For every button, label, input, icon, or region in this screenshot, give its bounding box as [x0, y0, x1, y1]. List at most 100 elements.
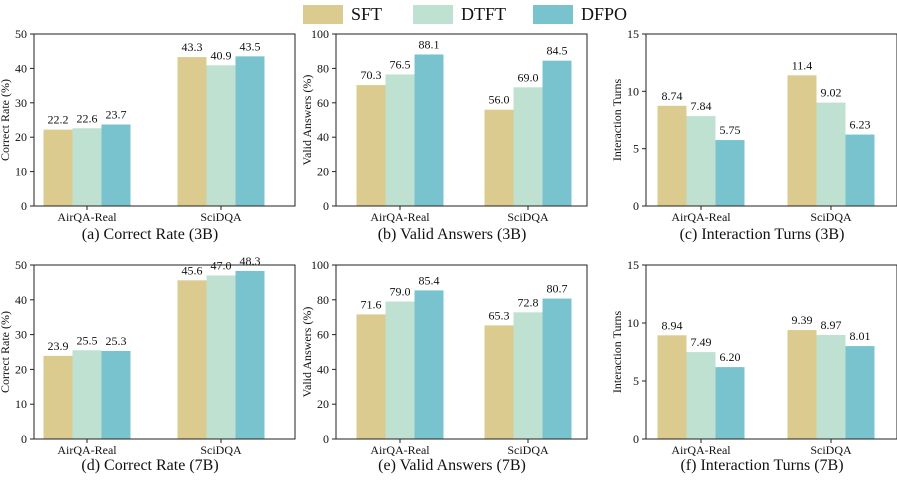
chart-f-value-label-dtft-1: 8.97 [821, 318, 842, 332]
chart-a-bar-dfpo-1 [235, 56, 265, 206]
chart-b-bar-dfpo-1 [542, 60, 572, 206]
chart-d-bar-dtft-0 [72, 350, 102, 439]
chart-a-ytick-label-2: 20 [15, 130, 27, 144]
chart-c-axes-frame [645, 33, 897, 207]
chart-d-xtick-label-0: AirQA-Real [57, 443, 117, 457]
chart-b-value-label-sft-1: 56.0 [489, 93, 510, 107]
chart-f-value-label-dfpo-0: 6.20 [720, 350, 741, 364]
chart-f-xtick-label-0: AirQA-Real [671, 443, 731, 457]
chart-d-value-label-dtft-0: 25.5 [77, 333, 98, 347]
legend-swatch-dfpo [533, 5, 573, 24]
chart-a-ytick-label-5: 50 [15, 27, 27, 41]
chart-a-value-label-dfpo-1: 43.5 [240, 39, 261, 53]
legend-label-dfpo: DFPO [581, 4, 628, 24]
chart-f-xtick-label-1: SciDQA [810, 443, 852, 457]
chart-a-bar-sft-1 [177, 57, 207, 206]
chart-e-xtick-label-1: SciDQA [507, 443, 549, 457]
chart-f-value-label-sft-0: 8.94 [662, 318, 683, 332]
chart-c-value-label-dfpo-0: 5.75 [720, 123, 741, 137]
chart-b-value-label-dfpo-1: 84.5 [547, 44, 568, 58]
chart-e-ytick-label-0: 0 [323, 432, 329, 446]
chart-b-ylabel: Valid Answers (%) [300, 75, 314, 166]
chart-d-bar-sft-0 [43, 355, 73, 439]
chart-d-value-label-sft-0: 23.9 [48, 339, 69, 353]
chart-c-bar-sft-0 [657, 105, 687, 206]
chart-a-xtick-label-1: SciDQA [200, 210, 242, 224]
chart-b-bar-sft-0 [356, 85, 386, 206]
chart-c-ylabel: Interaction Turns [610, 79, 624, 162]
chart-d-title: (d) Correct Rate (7B) [81, 457, 218, 474]
chart-e-value-label-dtft-0: 79.0 [390, 285, 411, 299]
chart-b-value-label-dfpo-0: 88.1 [419, 37, 440, 51]
chart-e-ytick-label-2: 40 [317, 362, 329, 376]
chart-c-ytick-label-1: 5 [633, 142, 639, 156]
chart-e-xtick-label-0: AirQA-Real [370, 443, 430, 457]
chart-b-xtick-label-1: SciDQA [507, 210, 549, 224]
chart-d-bar-dfpo-1 [235, 270, 265, 439]
chart-c-bar-dfpo-0 [715, 140, 745, 206]
chart-c-bar-dtft-0 [686, 116, 716, 206]
chart-b-axes-frame [335, 33, 588, 207]
chart-e-bar-dfpo-0 [414, 290, 444, 439]
chart-c-ytick-label-0: 0 [633, 199, 639, 213]
chart-b-ytick-label-2: 40 [317, 130, 329, 144]
chart-c-value-label-dfpo-1: 6.23 [850, 118, 871, 132]
chart-b-value-label-sft-0: 70.3 [361, 68, 382, 82]
chart-c-xtick-label-0: AirQA-Real [671, 210, 731, 224]
chart-b-value-label-dtft-1: 69.0 [518, 70, 539, 84]
legend-label-dtft: DTFT [461, 4, 506, 24]
legend: SFT DTFT DFPO [0, 0, 897, 34]
legend-item-sft: SFT [303, 4, 382, 25]
chart-d-axes-frame [33, 264, 296, 440]
chart-e-value-label-sft-0: 71.6 [361, 297, 382, 311]
chart-e-ytick-label-4: 80 [317, 293, 329, 307]
chart-a-value-label-dtft-0: 22.6 [77, 111, 98, 125]
chart-b-bar-dfpo-0 [414, 54, 444, 206]
chart-d-ylabel: Correct Rate (%) [0, 311, 12, 393]
chart-f-bar-sft-0 [657, 335, 687, 439]
chart-c-title: (c) Interaction Turns (3B) [680, 226, 845, 243]
chart-e-title: (e) Valid Answers (7B) [378, 457, 526, 474]
chart-b-bar-dtft-0 [385, 74, 415, 206]
chart-d-value-label-dfpo-0: 25.3 [106, 334, 127, 348]
chart-e-bar-dtft-1 [513, 312, 543, 439]
chart-a-value-label-dfpo-0: 23.7 [106, 107, 127, 121]
chart-e-ytick-label-1: 20 [317, 397, 329, 411]
chart-d-bar-dtft-1 [206, 275, 236, 439]
chart-e-ytick-label-5: 100 [311, 258, 329, 272]
chart-d-ytick-label-2: 20 [15, 362, 27, 376]
chart-c-value-label-dtft-0: 7.84 [691, 99, 712, 113]
legend-item-dfpo: DFPO [533, 4, 627, 25]
legend-label-sft: SFT [351, 4, 383, 24]
chart-d-ytick-label-0: 0 [21, 432, 27, 446]
chart-d-bar-sft-1 [177, 280, 207, 439]
chart-a-value-label-dtft-1: 40.9 [211, 48, 232, 62]
chart-a-value-label-sft-0: 22.2 [48, 113, 69, 127]
chart-b-bar-sft-1 [484, 109, 514, 206]
chart-e-bar-sft-1 [484, 325, 514, 439]
chart-b-ytick-label-5: 100 [311, 27, 329, 41]
chart-b-ytick-label-3: 60 [317, 96, 329, 110]
chart-a-value-label-sft-1: 43.3 [182, 40, 203, 54]
chart-e-bar-dfpo-1 [542, 298, 572, 439]
chart-f-ytick-label-0: 0 [633, 432, 639, 446]
chart-a-ylabel: Correct Rate (%) [0, 79, 12, 161]
chart-f-axes-frame [645, 264, 897, 440]
chart-e-axes-frame [335, 264, 588, 440]
chart-b-ytick-label-1: 20 [317, 165, 329, 179]
chart-b-ytick-label-4: 80 [317, 61, 329, 75]
chart-f-value-label-sft-1: 9.39 [792, 313, 813, 327]
chart-d-ytick-label-1: 10 [15, 397, 27, 411]
chart-a-ytick-label-1: 10 [15, 165, 27, 179]
chart-f-bar-sft-1 [787, 330, 817, 439]
chart-f-ytick-label-1: 5 [633, 374, 639, 388]
chart-e-bar-dtft-0 [385, 301, 415, 439]
chart-c-bar-dfpo-1 [845, 134, 875, 206]
chart-c-bar-sft-1 [787, 75, 817, 206]
legend-swatch-sft [303, 5, 343, 24]
chart-e-bar-sft-0 [356, 314, 386, 439]
chart-d-value-label-dfpo-1: 48.3 [240, 254, 261, 268]
chart-a-axes-frame [33, 33, 296, 207]
chart-a-xtick-label-0: AirQA-Real [57, 210, 117, 224]
chart-f-bar-dtft-0 [686, 352, 716, 439]
